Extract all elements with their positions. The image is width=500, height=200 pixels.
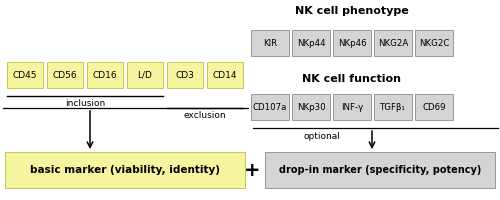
FancyBboxPatch shape bbox=[7, 62, 43, 88]
Text: NK cell phenotype: NK cell phenotype bbox=[295, 6, 409, 16]
Text: NKG2A: NKG2A bbox=[378, 39, 408, 48]
Text: TGFβ₁: TGFβ₁ bbox=[380, 102, 406, 112]
Text: NKp44: NKp44 bbox=[296, 39, 326, 48]
Text: CD69: CD69 bbox=[422, 102, 446, 112]
Text: +: + bbox=[244, 160, 261, 180]
FancyBboxPatch shape bbox=[87, 62, 123, 88]
Text: CD45: CD45 bbox=[12, 71, 37, 79]
FancyBboxPatch shape bbox=[207, 62, 243, 88]
FancyBboxPatch shape bbox=[167, 62, 203, 88]
Text: exclusion: exclusion bbox=[184, 111, 226, 120]
FancyBboxPatch shape bbox=[333, 94, 371, 120]
FancyBboxPatch shape bbox=[251, 30, 289, 56]
FancyBboxPatch shape bbox=[292, 30, 330, 56]
Text: CD56: CD56 bbox=[52, 71, 78, 79]
Text: NKp30: NKp30 bbox=[296, 102, 326, 112]
FancyBboxPatch shape bbox=[333, 30, 371, 56]
Text: drop-in marker (specificity, potency): drop-in marker (specificity, potency) bbox=[279, 165, 481, 175]
Text: NKp46: NKp46 bbox=[338, 39, 366, 48]
Text: CD14: CD14 bbox=[212, 71, 237, 79]
Text: NKG2C: NKG2C bbox=[419, 39, 449, 48]
FancyBboxPatch shape bbox=[415, 94, 453, 120]
FancyBboxPatch shape bbox=[265, 152, 495, 188]
FancyBboxPatch shape bbox=[47, 62, 83, 88]
FancyBboxPatch shape bbox=[127, 62, 163, 88]
FancyBboxPatch shape bbox=[251, 94, 289, 120]
FancyBboxPatch shape bbox=[5, 152, 245, 188]
Text: CD3: CD3 bbox=[176, 71, 195, 79]
FancyBboxPatch shape bbox=[415, 30, 453, 56]
FancyBboxPatch shape bbox=[374, 94, 412, 120]
Text: L/D: L/D bbox=[138, 71, 152, 79]
Text: NK cell function: NK cell function bbox=[302, 74, 402, 84]
Text: CD16: CD16 bbox=[92, 71, 118, 79]
Text: KIR: KIR bbox=[263, 39, 277, 48]
Text: optional: optional bbox=[304, 132, 341, 141]
Text: INF-γ: INF-γ bbox=[341, 102, 363, 112]
FancyBboxPatch shape bbox=[292, 94, 330, 120]
Text: CD107a: CD107a bbox=[253, 102, 287, 112]
FancyBboxPatch shape bbox=[374, 30, 412, 56]
Text: basic marker (viability, identity): basic marker (viability, identity) bbox=[30, 165, 220, 175]
Text: inclusion: inclusion bbox=[65, 99, 105, 108]
